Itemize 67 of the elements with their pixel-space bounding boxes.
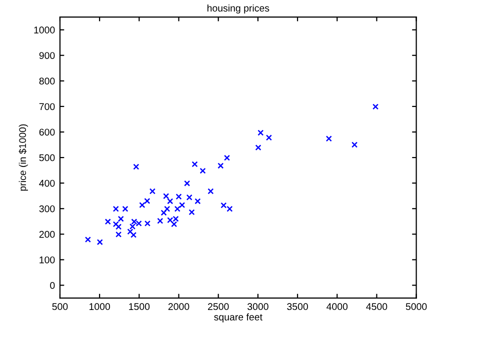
- y-tick-label: 100: [40, 256, 55, 264]
- point: [163, 193, 170, 200]
- point: [176, 194, 182, 200]
- point: [171, 221, 178, 228]
- y-tick-label: 200: [39, 230, 55, 238]
- x-tick-label: 3500: [287, 303, 308, 310]
- point: [220, 202, 227, 208]
- point: [129, 223, 136, 230]
- x-tick-label: 4000: [326, 303, 348, 310]
- y-tick-label: 700: [39, 103, 55, 110]
- point: [122, 206, 128, 212]
- point: [133, 164, 140, 170]
- point: [149, 188, 156, 194]
- y-tick-label: 300: [39, 205, 55, 212]
- point: [226, 206, 233, 212]
- point: [186, 194, 192, 200]
- y-tick-label: 500: [39, 154, 55, 162]
- point: [218, 162, 224, 169]
- point: [184, 180, 190, 186]
- x-axis-title: square feet: [214, 313, 262, 322]
- x-tick-label: 1000: [89, 303, 110, 310]
- y-tick-label: 600: [39, 128, 55, 136]
- point: [118, 216, 124, 222]
- point: [326, 136, 332, 142]
- point: [258, 130, 264, 136]
- point: [112, 221, 119, 228]
- point: [179, 202, 186, 208]
- point: [116, 231, 122, 238]
- x-tick-label: 2000: [168, 303, 190, 310]
- point: [372, 104, 379, 110]
- point: [174, 206, 180, 212]
- y-tick-label: 800: [39, 78, 55, 85]
- point: [352, 142, 358, 148]
- x-tick-label: 1500: [129, 303, 150, 310]
- point: [164, 206, 170, 212]
- y-tick-label: 400: [39, 180, 55, 187]
- point: [84, 236, 91, 243]
- point: [144, 198, 150, 204]
- point: [127, 228, 134, 235]
- point: [130, 232, 137, 238]
- point: [224, 154, 230, 161]
- x-tick-label: 4500: [366, 303, 388, 310]
- point: [188, 209, 195, 216]
- x-tick-label: 2500: [208, 303, 229, 310]
- point: [160, 210, 167, 216]
- point: [200, 168, 206, 174]
- point: [116, 224, 122, 230]
- chart-title: housing prices: [207, 4, 270, 14]
- point: [192, 161, 198, 168]
- x-tick-label: 3000: [247, 303, 268, 310]
- point: [194, 198, 201, 204]
- x-tick-label: 500: [52, 303, 68, 310]
- point: [167, 198, 174, 204]
- y-tick-label: 900: [39, 52, 55, 59]
- point: [255, 144, 262, 151]
- point: [144, 220, 151, 226]
- point: [266, 134, 272, 141]
- y-tick-label: 0: [50, 282, 55, 289]
- point: [96, 239, 103, 246]
- y-axis-title: price (in $1000): [18, 124, 28, 191]
- point: [112, 206, 119, 212]
- point: [104, 218, 111, 225]
- point: [208, 188, 214, 194]
- y-tick-label: 1000: [34, 26, 55, 34]
- point: [157, 218, 164, 224]
- point: [139, 202, 146, 208]
- x-tick-label: 5000: [406, 303, 427, 310]
